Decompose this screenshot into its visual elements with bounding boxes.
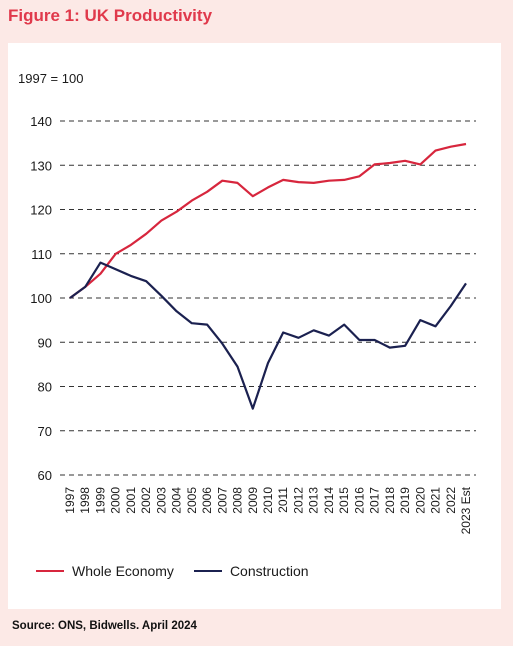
x-tick-label: 2007 bbox=[215, 487, 229, 514]
x-tick-label: 2005 bbox=[185, 487, 199, 514]
gridlines bbox=[60, 120, 476, 476]
x-tick-label: 1997 bbox=[63, 487, 77, 514]
y-tick-label: 60 bbox=[38, 468, 52, 483]
x-tick-label: 2008 bbox=[231, 487, 245, 514]
legend-label-whole-economy: Whole Economy bbox=[72, 563, 174, 579]
index-label: 1997 = 100 bbox=[18, 71, 83, 86]
legend: Whole Economy Construction bbox=[36, 563, 329, 579]
series-lines bbox=[69, 142, 467, 410]
x-tick-label: 2011 bbox=[276, 487, 290, 513]
x-tick-label: 2009 bbox=[246, 487, 260, 514]
chart-panel: 1997 = 100 60 70 80 90 100 110 120 130 140 1997 1… bbox=[8, 43, 501, 609]
figure-title: Figure 1: UK Productivity bbox=[8, 6, 213, 25]
x-tick-label: 2017 bbox=[368, 487, 382, 514]
y-tick-label: 130 bbox=[30, 158, 52, 173]
legend-swatch-construction bbox=[193, 570, 222, 572]
legend-swatch-whole-economy bbox=[36, 570, 64, 572]
x-tick-label: 2015 bbox=[337, 487, 351, 514]
y-tick-label: 110 bbox=[31, 247, 52, 262]
legend-item-construction: Construction bbox=[193, 563, 309, 579]
x-tick-label: 2001 bbox=[124, 487, 138, 514]
legend-label-construction: Construction bbox=[229, 563, 309, 579]
y-tick-label: 100 bbox=[30, 291, 52, 306]
x-tick-label: 2004 bbox=[170, 487, 184, 514]
x-tick-label: 2014 bbox=[322, 487, 336, 514]
y-tick-label: 140 bbox=[30, 114, 52, 129]
x-tick-label: 2021 bbox=[429, 487, 443, 514]
x-tick-label: 2000 bbox=[109, 487, 123, 514]
x-tick-label: 1998 bbox=[78, 487, 92, 514]
source-note: Source: ONS, Bidwells. April 2024 bbox=[12, 620, 197, 632]
y-tick-label: 80 bbox=[38, 380, 52, 395]
x-tick-label: 2013 bbox=[307, 487, 321, 514]
x-tick-label: 2002 bbox=[139, 487, 153, 514]
series-line-construction bbox=[69, 261, 467, 410]
x-tick-label: 2016 bbox=[352, 487, 366, 514]
y-tick-label: 120 bbox=[30, 203, 52, 218]
x-tick-label: 2018 bbox=[383, 487, 397, 514]
x-tick-label: 2019 bbox=[398, 487, 412, 514]
x-tick-label: 1999 bbox=[93, 487, 107, 514]
x-tick-label: 2006 bbox=[200, 487, 214, 514]
x-tick-label: 2003 bbox=[154, 487, 168, 514]
x-tick-label: 2020 bbox=[413, 487, 427, 514]
x-tick-label: 2012 bbox=[291, 487, 305, 514]
x-tick-label: 2022 bbox=[444, 487, 458, 514]
x-axis-ticks: 1997 1998 1999 2000 2001 2002 2003 2004 2005 2006… bbox=[63, 486, 473, 534]
y-tick-label: 90 bbox=[38, 335, 52, 350]
x-tick-label: 2023 Est bbox=[459, 486, 473, 534]
legend-item-whole-economy: Whole Economy bbox=[36, 563, 174, 579]
y-axis-ticks: 60 70 80 90 100 110 120 130 140 bbox=[30, 114, 52, 483]
x-tick-label: 2010 bbox=[261, 487, 275, 514]
y-tick-label: 70 bbox=[38, 424, 52, 439]
series-line-whole-economy bbox=[69, 142, 467, 299]
